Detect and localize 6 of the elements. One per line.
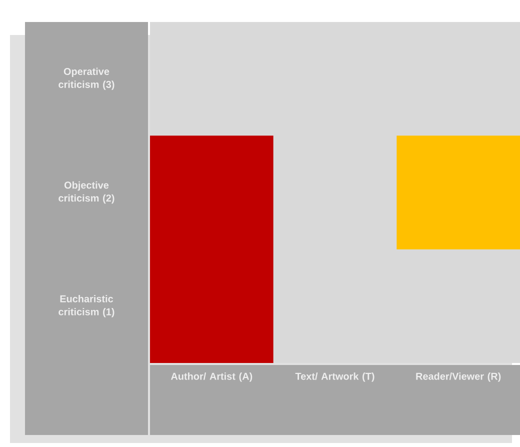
y-tick-label: Objective criticism (2) <box>58 181 114 204</box>
x-tick-label: Text/ Artwork (T) <box>295 372 374 382</box>
y-tick-label: Operative criticism (3) <box>58 68 114 90</box>
x-tick-label: Reader/Viewer (R) <box>416 372 501 382</box>
y-tick-label: Eucharistic criticism (1) <box>58 295 114 318</box>
x-tick-label: Author/ Artist (A) <box>170 372 252 382</box>
